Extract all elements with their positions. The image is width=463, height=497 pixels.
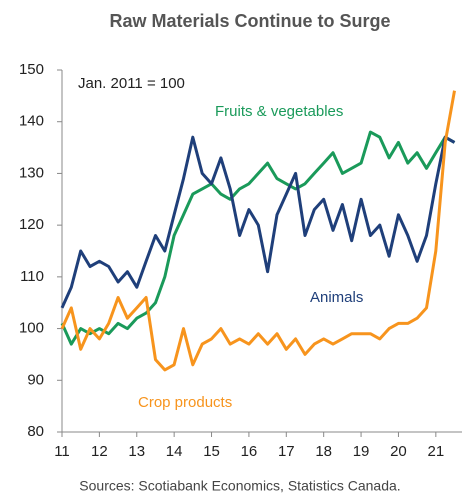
series-line — [60, 130, 456, 346]
x-tick-label: 11 — [54, 443, 70, 460]
x-tick-label: 16 — [241, 443, 258, 460]
y-tick-label: 130 — [19, 164, 44, 181]
series-line — [60, 90, 456, 372]
x-tick-label: 18 — [315, 443, 332, 460]
source: Sources: Scotiabank Economics, Statistic… — [79, 478, 400, 494]
x-tick-label: 12 — [91, 443, 108, 460]
y-tick-label: 80 — [27, 423, 44, 440]
y-tick-label: 110 — [20, 268, 44, 285]
x-tick-label: 15 — [203, 443, 220, 460]
y-tick-label: 90 — [27, 371, 44, 388]
chart-title: Raw Materials Continue to Surge — [109, 11, 390, 31]
y-tick-label: 140 — [19, 113, 44, 130]
series-line — [60, 135, 456, 309]
x-tick-label: 20 — [390, 443, 407, 460]
series-label: Animals — [310, 289, 363, 306]
x-tick-label: 19 — [353, 443, 370, 460]
x-tick-label: 21 — [427, 443, 444, 460]
x-tick-label: 14 — [166, 443, 183, 460]
annotation: Jan. 2011 = 100 — [78, 75, 185, 92]
series-label: Fruits & vegetables — [215, 103, 343, 120]
x-tick-label: 17 — [278, 443, 295, 460]
y-tick-label: 120 — [19, 216, 44, 233]
x-tick-label: 13 — [128, 443, 145, 460]
y-tick-label: 150 — [19, 61, 44, 78]
series-label: Crop products — [138, 394, 232, 411]
y-tick-label: 100 — [19, 320, 44, 337]
